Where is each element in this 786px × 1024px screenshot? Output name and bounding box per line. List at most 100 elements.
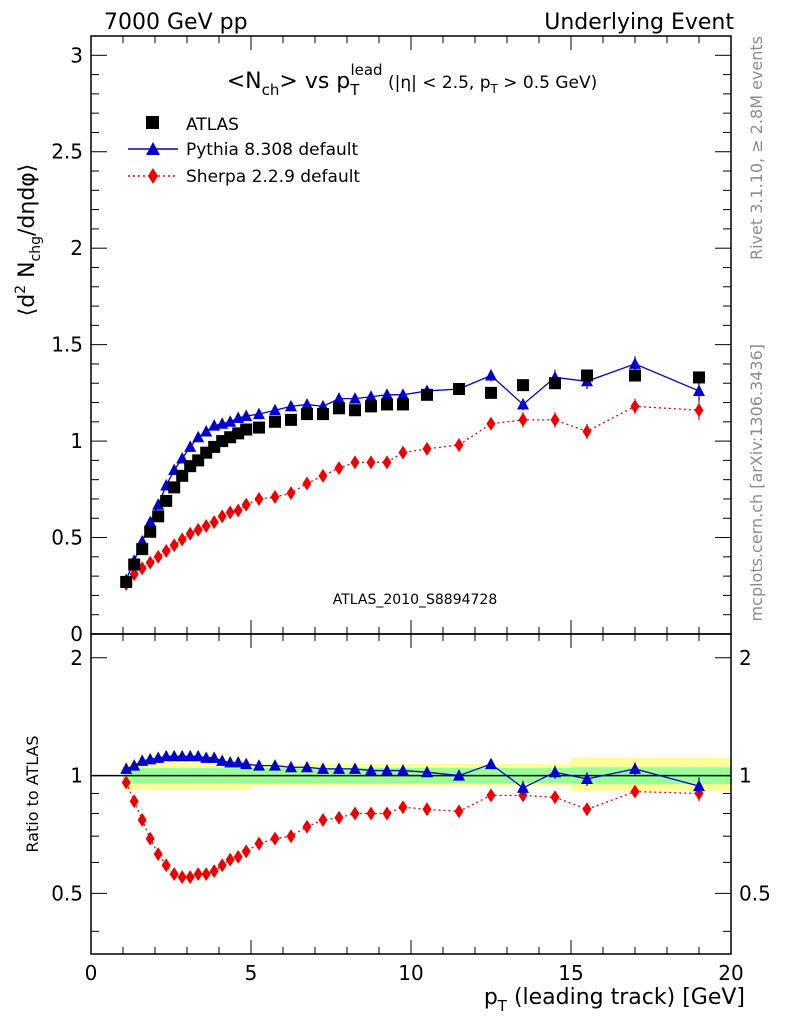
pythia-point	[333, 762, 345, 774]
sherpa-point	[422, 441, 432, 456]
atlas-point	[301, 408, 313, 421]
pythia-point	[216, 754, 229, 766]
x-tick-label: 10	[398, 961, 423, 985]
pythia-point	[176, 749, 189, 762]
atlas-point	[517, 379, 529, 392]
main-y-axis-label: ⟨d2 Nchg/dηdφ⟩	[13, 164, 44, 317]
atlas-point	[317, 408, 329, 421]
sherpa-point	[241, 497, 251, 512]
sherpa-point	[217, 858, 227, 873]
pythia-point	[224, 415, 237, 427]
pythia-point	[232, 755, 245, 768]
pythia-point	[285, 399, 297, 412]
atlas-point	[269, 415, 281, 428]
sherpa-point	[270, 831, 280, 846]
legend-sherpa-label: Sherpa 2.2.9 default	[186, 167, 360, 187]
x-tick-labels: 0 5 10 15 20	[85, 961, 744, 985]
sherpa-point	[454, 437, 464, 452]
x-tick-label: 20	[718, 961, 743, 985]
atlas-point	[128, 558, 141, 571]
pythia-point	[517, 397, 529, 410]
sherpa-line	[125, 405, 700, 585]
atlas-point	[381, 398, 393, 411]
atlas-point	[581, 369, 593, 382]
y-tick-label-main: 2.5	[51, 140, 83, 164]
pythia-point	[333, 392, 345, 404]
atlas-point	[629, 369, 641, 382]
ratio-panel: 0.5 0.5 1 1 2 2 Ratio to ATLAS 0 5 10 15 20 pT (l…	[23, 633, 771, 1015]
sherpa-point	[225, 505, 235, 520]
x-tick-label: 5	[245, 961, 258, 985]
y-tick-label-main: 0	[70, 622, 83, 646]
pythia-point	[581, 772, 593, 784]
sherpa-point	[201, 867, 211, 882]
sherpa-point	[454, 804, 464, 819]
sherpa-point	[286, 829, 296, 844]
sherpa-point	[398, 800, 408, 815]
sherpa-point	[201, 518, 211, 533]
pythia-point	[349, 762, 361, 774]
sherpa-point	[145, 831, 155, 846]
pythia-point	[301, 397, 313, 410]
ratio-panel-frame	[90, 633, 732, 955]
atlas-point	[160, 494, 173, 507]
pythia-line	[125, 755, 700, 789]
atlas-point	[253, 421, 265, 434]
sherpa-point	[137, 812, 147, 827]
ratio-axis-ticks: 0.5 0.5 1 1 2 2	[51, 634, 771, 954]
sherpa-point	[582, 802, 592, 817]
pythia-point	[128, 759, 141, 771]
atlas-point	[485, 386, 497, 399]
sherpa-point	[209, 515, 219, 530]
pythia-point	[549, 765, 561, 778]
header-left: 7000 GeV pp	[104, 10, 248, 35]
pythia-point	[208, 751, 221, 763]
sherpa-point	[630, 399, 640, 414]
x-tick-label: 15	[558, 961, 583, 985]
pythia-point	[693, 384, 705, 396]
main-axis-ticks: 0 0.5 1 1.5 2 2.5 3	[51, 36, 732, 646]
sherpa-point	[193, 867, 203, 882]
pythia-point	[240, 409, 253, 422]
sherpa-point	[350, 455, 360, 470]
x-axis-label: pT (leading track) [GeV]	[484, 985, 745, 1015]
sherpa-point	[169, 538, 179, 553]
legend-pythia-label: Pythia 8.308 default	[186, 140, 359, 160]
sherpa-point	[153, 847, 163, 862]
atlas-point	[240, 423, 253, 436]
main-panel: 0 0.5 1 1.5 2 2.5 3 ATLAS_2010_S8894728 <Nch> …	[13, 35, 732, 646]
rivet-label: Rivet 3.1.10, ≥ 2.8M events	[747, 36, 766, 260]
atlas-point	[152, 510, 165, 523]
mcplots-label: mcplots.cern.ch [arXiv:1306.3436]	[747, 344, 766, 621]
y-tick-label-ratio-right: 0.5	[739, 881, 771, 905]
pythia-point	[120, 762, 133, 774]
legend-entry-pythia: Pythia 8.308 default	[128, 140, 359, 160]
sherpa-point	[254, 491, 264, 506]
pythia-point	[485, 757, 497, 770]
pythia-point	[365, 390, 377, 402]
legend-pythia-marker	[146, 142, 160, 155]
pythia-point	[629, 762, 641, 774]
atlas-point	[421, 388, 433, 401]
atlas-point	[168, 481, 181, 494]
sherpa-point	[185, 526, 195, 541]
pythia-point	[192, 749, 205, 762]
sherpa-line	[125, 782, 700, 878]
atlas-point	[120, 575, 133, 588]
sherpa-point	[161, 858, 171, 873]
atlas-point	[549, 377, 561, 390]
y-tick-label-ratio-right: 1	[739, 764, 752, 788]
pythia-point	[629, 357, 641, 369]
y-tick-label-main: 1	[70, 429, 83, 453]
sherpa-point	[318, 812, 328, 827]
legend-sherpa-marker	[148, 168, 158, 184]
sherpa-point	[694, 403, 704, 418]
pythia-point	[285, 760, 297, 773]
atlas-point	[365, 400, 377, 413]
pythia-point	[269, 759, 281, 771]
pythia-point	[693, 779, 705, 792]
sherpa-point	[225, 852, 235, 867]
pythia-point	[517, 781, 529, 793]
atlas-point	[397, 398, 409, 411]
atlas-point	[136, 543, 149, 556]
